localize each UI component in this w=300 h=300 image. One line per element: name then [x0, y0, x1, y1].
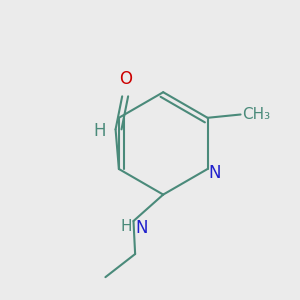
Text: H: H: [120, 219, 132, 234]
Text: CH₃: CH₃: [242, 107, 270, 122]
Text: N: N: [208, 164, 221, 182]
Text: O: O: [119, 70, 132, 88]
Text: H: H: [94, 122, 106, 140]
Text: N: N: [135, 219, 148, 237]
